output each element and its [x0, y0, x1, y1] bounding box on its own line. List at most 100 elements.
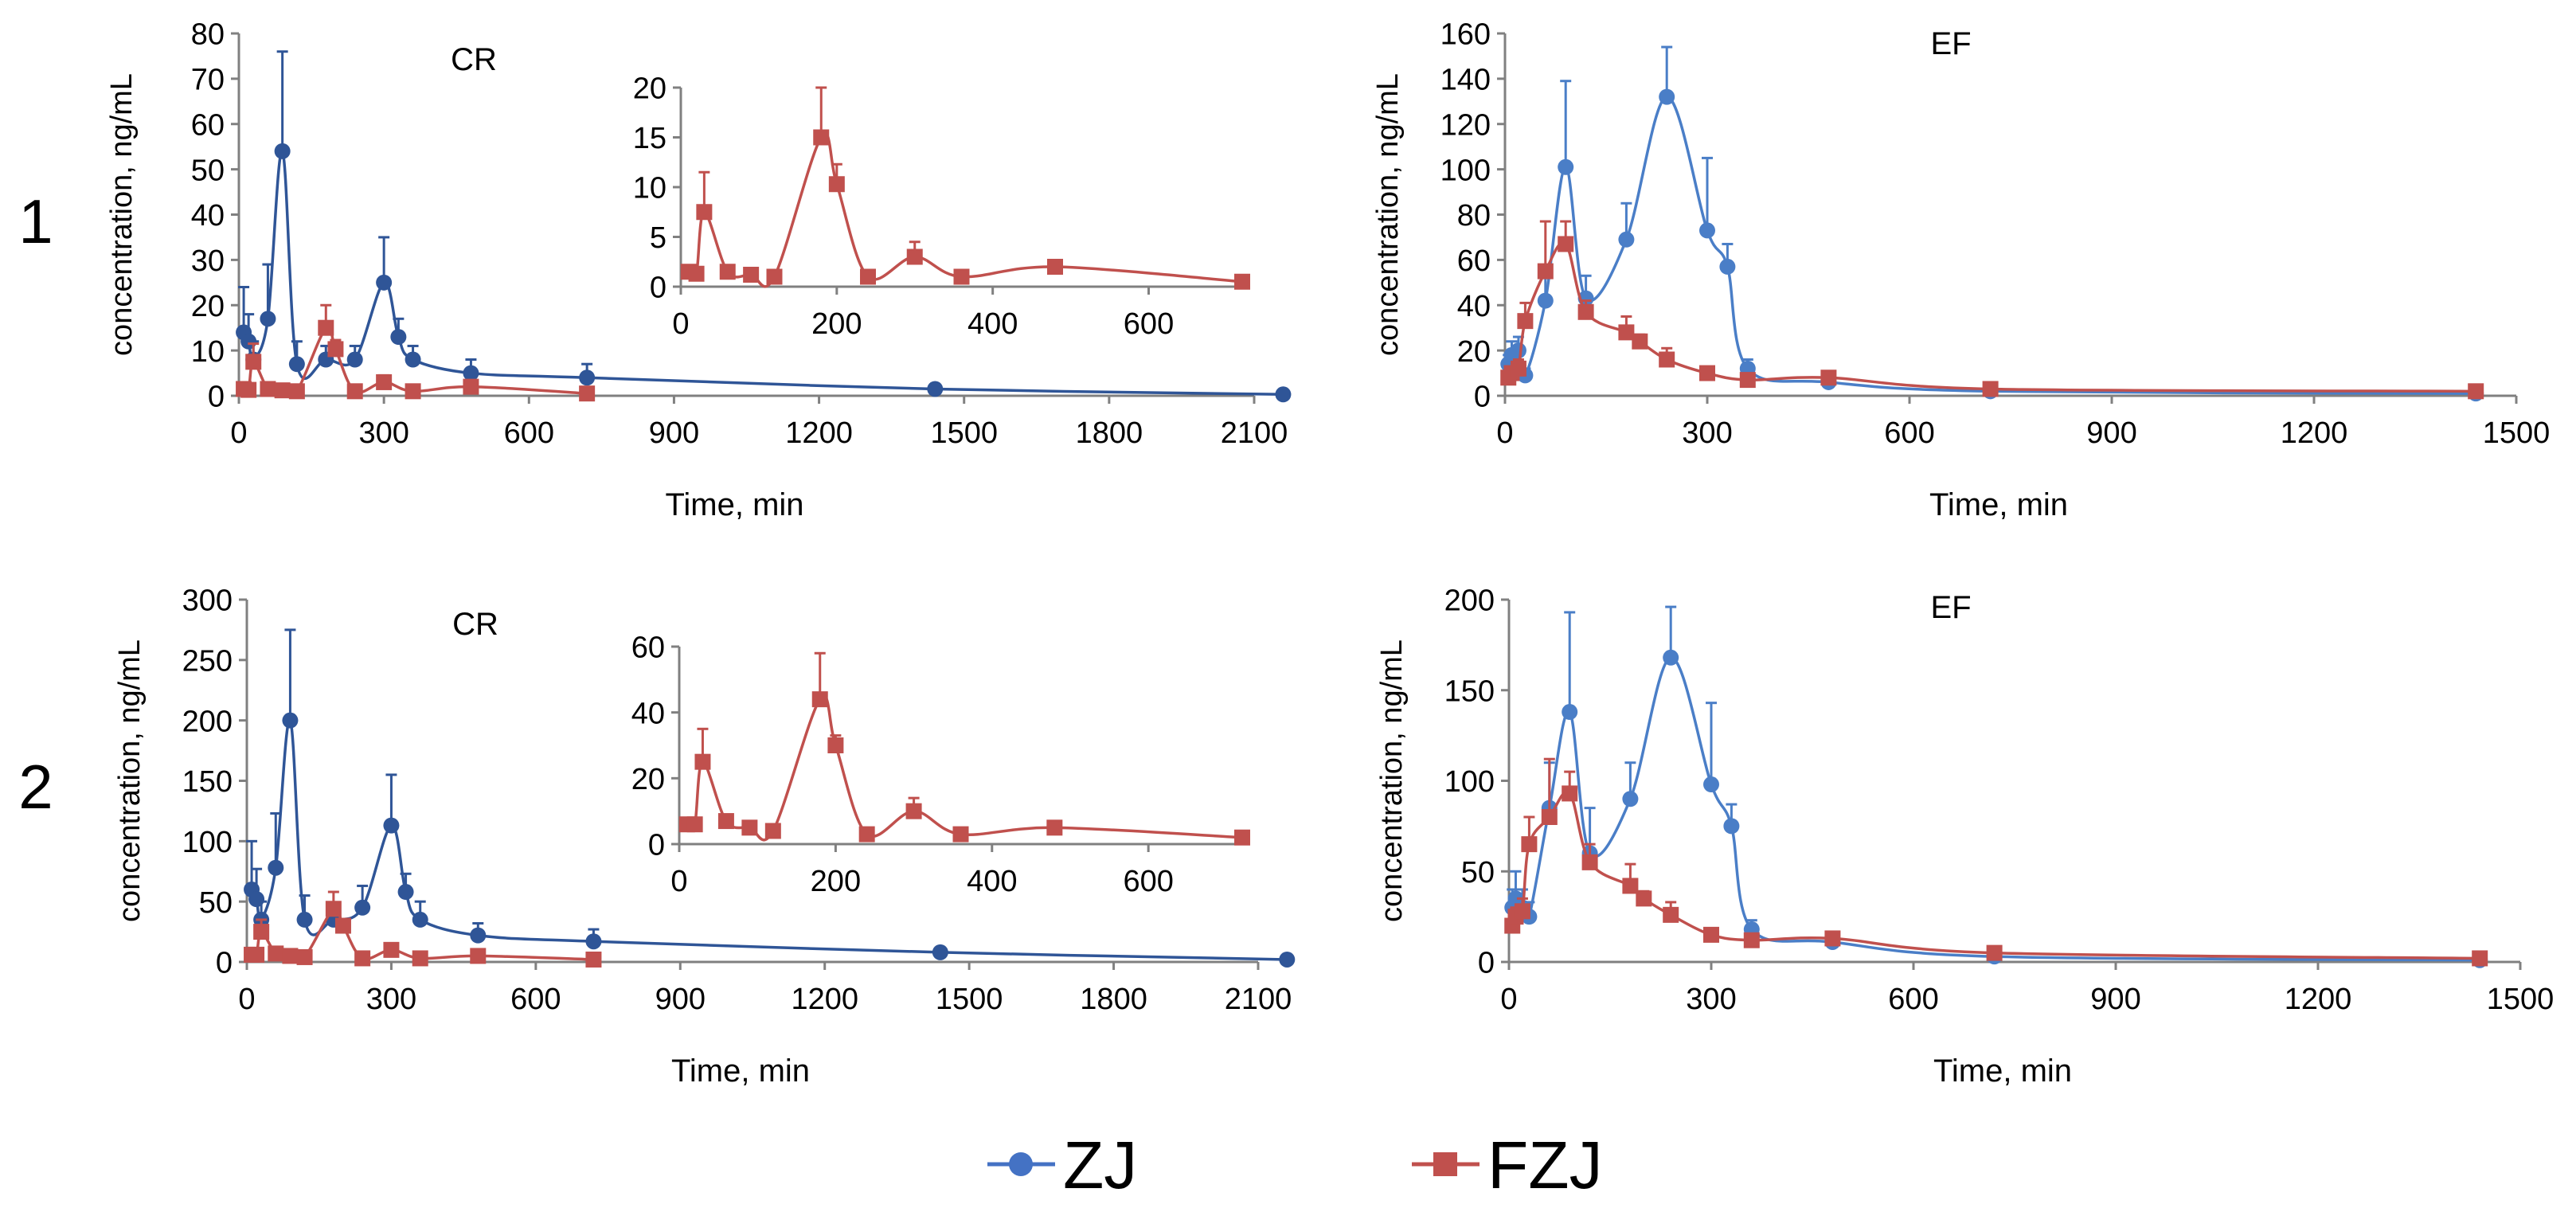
p4-fzj-point	[1541, 809, 1558, 825]
p3-inset-y-tick-label: 0	[648, 829, 665, 862]
p4-y-label: concentration, ng/mL	[1375, 639, 1409, 922]
p3-y-label: concentration, ng/mL	[113, 639, 147, 922]
p1-zj-point	[390, 329, 407, 346]
p3-zj-point	[397, 884, 414, 901]
p2-fzj-point	[1537, 263, 1554, 280]
p2-x-tick-label: 300	[1682, 416, 1732, 450]
p1-zj-point	[274, 143, 291, 159]
p1-inset-x-tick-label: 600	[1124, 307, 1174, 341]
p4-fzj-point	[1703, 926, 1719, 943]
p1-title: CR	[451, 42, 497, 77]
p4-fzj-point	[1743, 932, 1760, 948]
p1-fzj-point	[376, 373, 393, 390]
p2-zj-line	[1507, 95, 2476, 395]
p1-zj-point	[260, 311, 276, 327]
p1-y-tick-label: 30	[191, 244, 225, 278]
p3-y-tick-label: 250	[182, 645, 233, 678]
p4-fzj-point	[1824, 930, 1841, 947]
p4-fzj-point	[1622, 878, 1639, 894]
p3-zj-point	[354, 899, 371, 916]
p2-y-tick-label: 140	[1440, 64, 1491, 97]
p3-inset-fzj-point	[952, 826, 969, 843]
p1-fzj-point	[260, 381, 276, 397]
p1-inset-fzj-point	[743, 267, 760, 283]
p2-fzj-point	[1659, 351, 1675, 368]
p3-y-tick-label: 0	[216, 947, 233, 980]
p3-inset-fzj-point	[764, 823, 781, 839]
p1-y-tick-label: 10	[191, 335, 225, 369]
legend-zj-label: ZJ	[1063, 1128, 1137, 1202]
p3-zj-point	[268, 859, 284, 876]
p2-title: EF	[1930, 26, 1971, 61]
p2-x-tick-label: 600	[1884, 416, 1934, 450]
p4-x-tick-label: 300	[1686, 983, 1736, 1016]
p1-x-label: Time, min	[665, 487, 803, 522]
p3-fzj-point	[354, 950, 371, 967]
p1-fzj-point	[245, 354, 262, 370]
p1-fzj-point	[327, 341, 344, 358]
p2-y-tick-label: 120	[1440, 108, 1491, 142]
row-label-2: 2	[18, 752, 53, 822]
p1-zj-point	[579, 369, 596, 386]
p1-y-tick-label: 0	[208, 381, 225, 414]
p1-inset-fzj-point	[1234, 273, 1250, 290]
p1-fzj-point	[405, 383, 421, 400]
p2-y-tick-label: 60	[1457, 244, 1491, 278]
p1-zj-point	[1275, 386, 1292, 403]
p3-zj-point	[282, 712, 299, 729]
p1-zj-line	[242, 150, 1284, 397]
p1-inset-x-tick-label: 400	[967, 307, 1018, 341]
p3-inset-fzj-point	[827, 737, 844, 753]
p3-fzj-point	[470, 948, 487, 964]
p2-fzj-point	[1632, 333, 1648, 350]
p4-fzj-point	[1986, 944, 2003, 961]
p3-x-tick-label: 2100	[1225, 983, 1292, 1016]
p1-zj-point	[288, 356, 305, 373]
p1-x-tick-label: 1500	[930, 416, 998, 450]
p1-fzj-point	[240, 381, 257, 398]
p3-inset-fzj-point	[717, 813, 734, 830]
p3-inset-fzj-point	[741, 819, 758, 836]
p2-y-tick-label: 80	[1457, 199, 1491, 233]
p2-fzj-point	[1558, 236, 1574, 252]
p3-zj-point	[585, 933, 602, 950]
p3-inset-fzj-point	[1234, 829, 1250, 846]
p1-x-tick-label: 300	[358, 416, 408, 450]
p2-y-tick-label: 0	[1474, 381, 1491, 414]
p4-fzj-point	[1581, 854, 1598, 870]
p3-inset-fzj-point	[686, 816, 703, 833]
p1-inset-fzj-line	[687, 132, 1243, 288]
p1-inset-fzj-point	[813, 129, 830, 146]
p4-zj-point	[1723, 818, 1740, 835]
p3-inset-fzj-point	[1046, 819, 1063, 836]
p1-inset-fzj-point	[906, 248, 923, 265]
p1-inset-x-tick-label: 0	[672, 307, 689, 341]
p1-inset-y-tick-label: 0	[650, 272, 666, 305]
p1-x-tick-label: 1200	[785, 416, 853, 450]
p1-inset-x-tick-label: 200	[811, 307, 862, 341]
p4-x-tick-label: 1200	[2285, 983, 2352, 1016]
p1-inset-fzj-point	[1047, 259, 1063, 275]
p4-y-tick-label: 0	[1478, 947, 1495, 980]
p3-fzj-point	[334, 917, 351, 934]
p2-x-label: Time, min	[1929, 487, 2068, 522]
p3-zj-point	[412, 911, 428, 928]
p1-y-tick-label: 70	[191, 64, 225, 97]
legend-fzj-label: FZJ	[1487, 1128, 1603, 1202]
p1-zj-point	[927, 381, 944, 397]
p2-x-tick-label: 1200	[2281, 416, 2348, 450]
p2-x-tick-label: 1500	[2483, 416, 2551, 450]
p2-zj-point	[1618, 231, 1635, 248]
p4-y-tick-label: 200	[1444, 584, 1495, 618]
p4-fzj-point	[1521, 836, 1538, 853]
p3-x-tick-label: 300	[366, 983, 416, 1016]
p3-y-tick-label: 100	[182, 826, 233, 859]
p1-fzj-point	[579, 385, 596, 402]
p2-fzj-point	[1739, 372, 1756, 389]
p1-fzj-point	[318, 319, 334, 336]
p3-fzj-point	[412, 950, 428, 967]
